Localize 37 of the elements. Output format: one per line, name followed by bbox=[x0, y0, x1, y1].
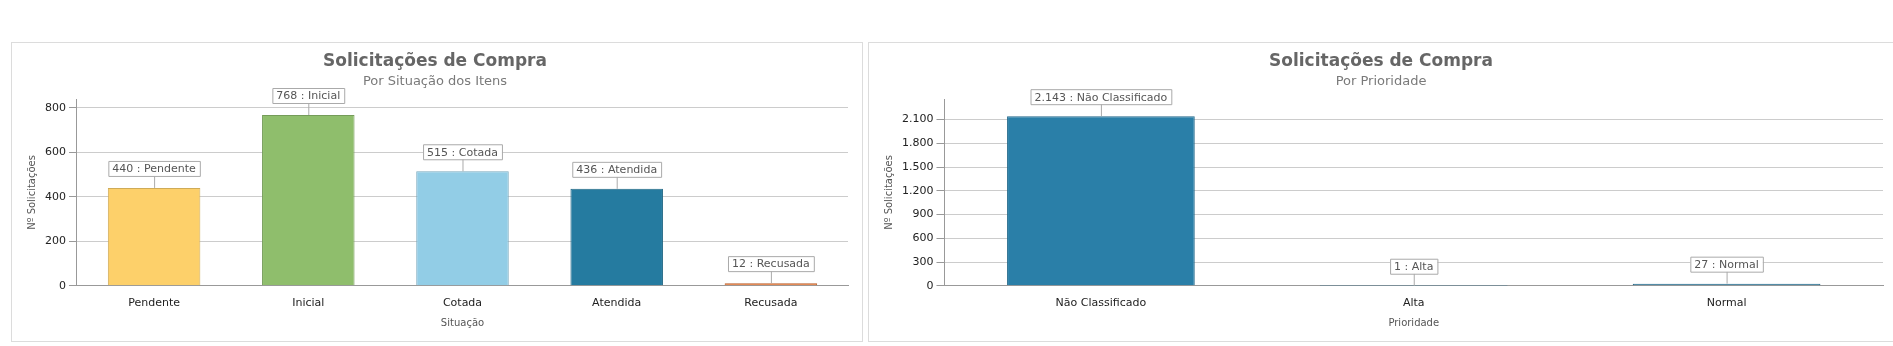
y-tick-label: 300 bbox=[912, 254, 934, 268]
data-label: 440 : Pendente bbox=[112, 162, 197, 176]
data-label: 1 : Alta bbox=[1394, 260, 1434, 274]
data-label: 27 : Normal bbox=[1694, 258, 1759, 272]
data-label: 768 : Inicial bbox=[276, 89, 341, 103]
y-tick-label: 800 bbox=[45, 100, 66, 114]
x-tick-label: Recusada bbox=[744, 296, 798, 310]
x-axis-title: Prioridade bbox=[1388, 316, 1440, 328]
y-tick-label: 2.100 bbox=[901, 112, 934, 126]
y-tick-label: 1.800 bbox=[901, 136, 934, 150]
chart-subtitle: Por Situação dos Itens bbox=[362, 72, 508, 88]
x-axis-title: Situação bbox=[440, 316, 485, 328]
y-tick-label: 600 bbox=[45, 145, 66, 159]
y-tick-label: 400 bbox=[45, 189, 66, 203]
chart-title: Solicitações de Compra bbox=[323, 49, 547, 70]
y-axis-title: Nº Solicitações bbox=[25, 155, 37, 230]
chart-subtitle: Por Prioridade bbox=[1335, 72, 1427, 88]
data-label: 12 : Recusada bbox=[731, 257, 810, 271]
y-tick-label: 900 bbox=[912, 207, 934, 221]
data-label: 436 : Atendida bbox=[576, 163, 658, 177]
x-tick-label: Cotada bbox=[442, 296, 483, 310]
data-label: 2.143 : Não Classificado bbox=[1034, 90, 1168, 104]
x-tick-label: Pendente bbox=[128, 296, 181, 310]
data-label: 515 : Cotada bbox=[427, 145, 498, 159]
y-tick-label: 200 bbox=[45, 234, 66, 248]
y-axis-title: Nº Solicitações bbox=[882, 155, 894, 230]
x-tick-label: Atendida bbox=[592, 296, 642, 310]
y-tick-label: 1.500 bbox=[901, 159, 934, 173]
x-tick-label: Alta bbox=[1402, 296, 1425, 310]
x-tick-label: Inicial bbox=[292, 296, 325, 310]
x-tick-label: Não Classificado bbox=[1055, 296, 1147, 310]
y-tick-label: 1.200 bbox=[901, 183, 934, 197]
y-tick-label: 600 bbox=[912, 231, 934, 245]
y-tick-label: 0 bbox=[926, 278, 934, 292]
chart-title: Solicitações de Compra bbox=[1269, 49, 1493, 70]
y-tick-label: 0 bbox=[59, 278, 66, 292]
x-tick-label: Normal bbox=[1706, 296, 1747, 310]
